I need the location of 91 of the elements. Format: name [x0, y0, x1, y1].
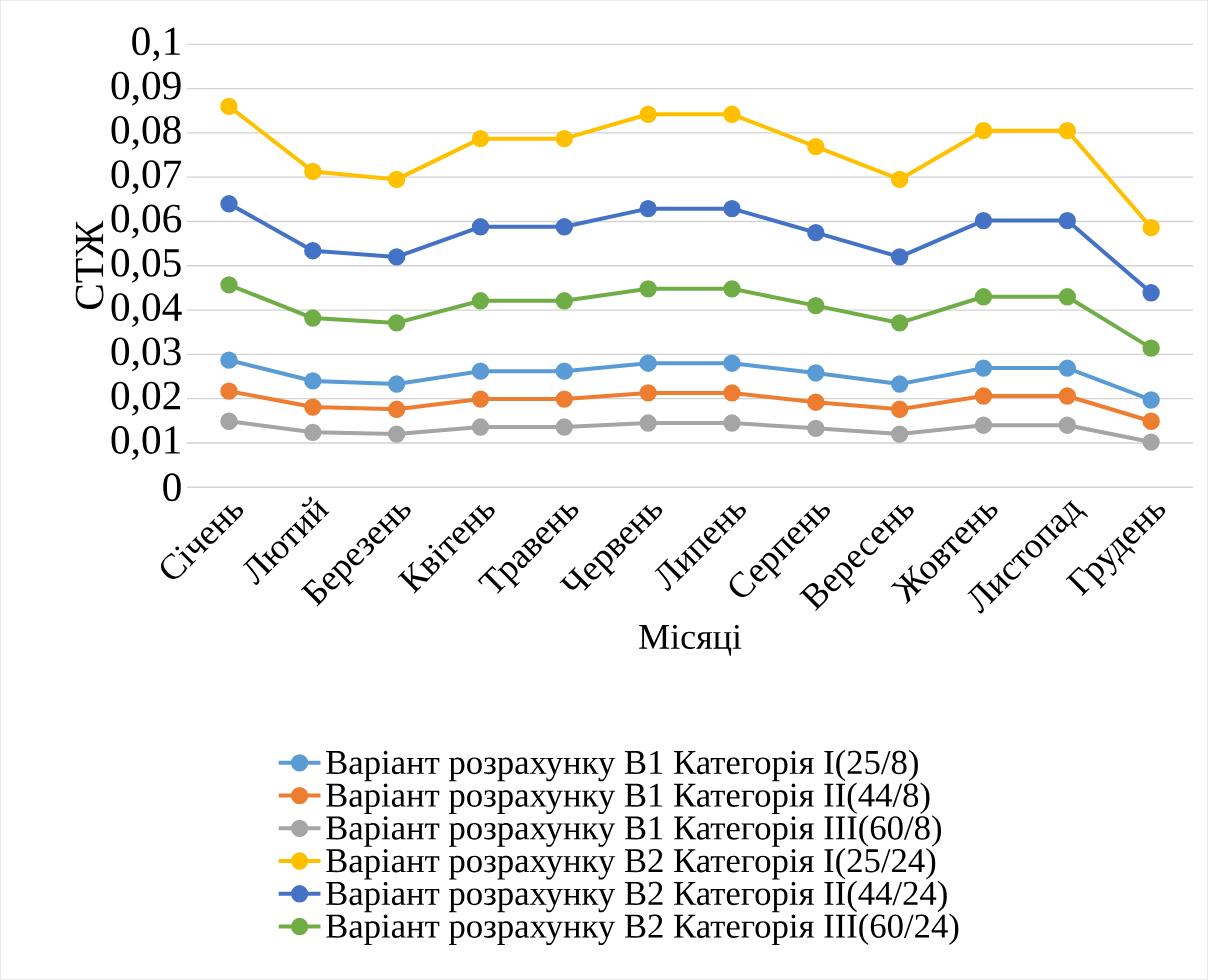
point	[304, 423, 322, 442]
legend-label: Варіант розрахунку В1 Категорія I(25/8)	[326, 749, 918, 782]
point	[555, 292, 573, 310]
point	[890, 248, 909, 266]
point	[639, 384, 657, 402]
point	[1058, 288, 1076, 306]
point	[471, 218, 490, 236]
point	[807, 297, 825, 315]
y-tick-label: 0,07	[111, 160, 182, 195]
point	[471, 390, 490, 408]
point	[1142, 391, 1160, 409]
y-tick-label: 0,01	[111, 426, 180, 460]
y-tick-label: 0,1	[132, 27, 180, 62]
point	[1058, 387, 1076, 405]
point	[639, 354, 657, 372]
point	[723, 384, 741, 402]
point	[890, 425, 909, 443]
point	[555, 362, 573, 380]
point	[1142, 433, 1160, 451]
x-axis-title: Місяці	[639, 624, 742, 656]
y-tick-label: 0,03	[111, 337, 181, 372]
point	[639, 414, 657, 432]
y-tick-label: 0	[163, 473, 181, 502]
point	[387, 400, 406, 419]
y-tick-label: 0,05	[111, 248, 181, 283]
y-tick-label: 0,02	[111, 381, 181, 416]
point	[387, 248, 406, 266]
legend-label: Варіант розрахунку В1 Категорія II(44/8)	[326, 782, 930, 815]
point	[1142, 339, 1160, 357]
point	[387, 170, 406, 189]
point	[974, 416, 993, 434]
legend-label: Варіант розрахунку В2 Категорія III(60/24)	[326, 913, 959, 946]
point	[723, 414, 741, 432]
point	[723, 354, 741, 372]
legend-label: Варіант розрахунку В2 Категорія I(25/24)	[326, 848, 936, 880]
point	[555, 218, 573, 236]
point	[723, 200, 741, 218]
legend-label: Варіант розрахунку В2 Категорія II(44/24)	[326, 880, 947, 913]
point	[974, 387, 993, 405]
point	[890, 314, 909, 332]
point	[639, 280, 657, 298]
point	[807, 223, 825, 242]
y-tick-label: 0,08	[111, 116, 181, 150]
point	[807, 364, 825, 382]
legend-label: Варіант розрахунку В1 Категорія III(60/8)	[326, 815, 942, 847]
point	[1058, 122, 1076, 140]
point	[304, 372, 322, 390]
point	[723, 105, 741, 124]
point	[639, 105, 657, 124]
point	[807, 393, 825, 411]
y-tick-label: 0,06	[111, 204, 182, 239]
point	[974, 359, 993, 377]
point	[471, 418, 490, 436]
y-tick-label: 0,04	[111, 293, 182, 328]
point	[304, 309, 322, 327]
point	[555, 418, 573, 436]
point	[220, 351, 238, 369]
point	[1142, 219, 1160, 237]
point	[304, 242, 322, 260]
point	[304, 398, 322, 416]
y-tick-label: 0,09	[111, 71, 181, 106]
point	[471, 362, 490, 380]
point	[220, 412, 238, 430]
point	[220, 382, 238, 400]
point	[890, 375, 909, 393]
point	[555, 130, 573, 148]
point	[1142, 412, 1160, 430]
point	[974, 288, 993, 306]
point	[471, 292, 490, 310]
point	[1058, 212, 1076, 230]
point	[304, 162, 322, 181]
point	[974, 122, 993, 140]
point	[387, 375, 406, 393]
point	[220, 97, 238, 116]
point	[723, 280, 741, 298]
point	[890, 400, 909, 419]
point	[974, 212, 993, 230]
point	[807, 138, 825, 156]
point	[555, 390, 573, 408]
point	[1058, 359, 1076, 377]
point	[387, 425, 406, 443]
point	[387, 314, 406, 332]
point	[471, 130, 490, 148]
y-axis-title: СТЖ	[75, 220, 104, 310]
point	[220, 276, 238, 294]
point	[220, 195, 238, 213]
point	[639, 200, 657, 218]
point	[1142, 284, 1160, 302]
point	[1058, 416, 1076, 434]
point	[890, 170, 909, 189]
point	[807, 419, 825, 438]
